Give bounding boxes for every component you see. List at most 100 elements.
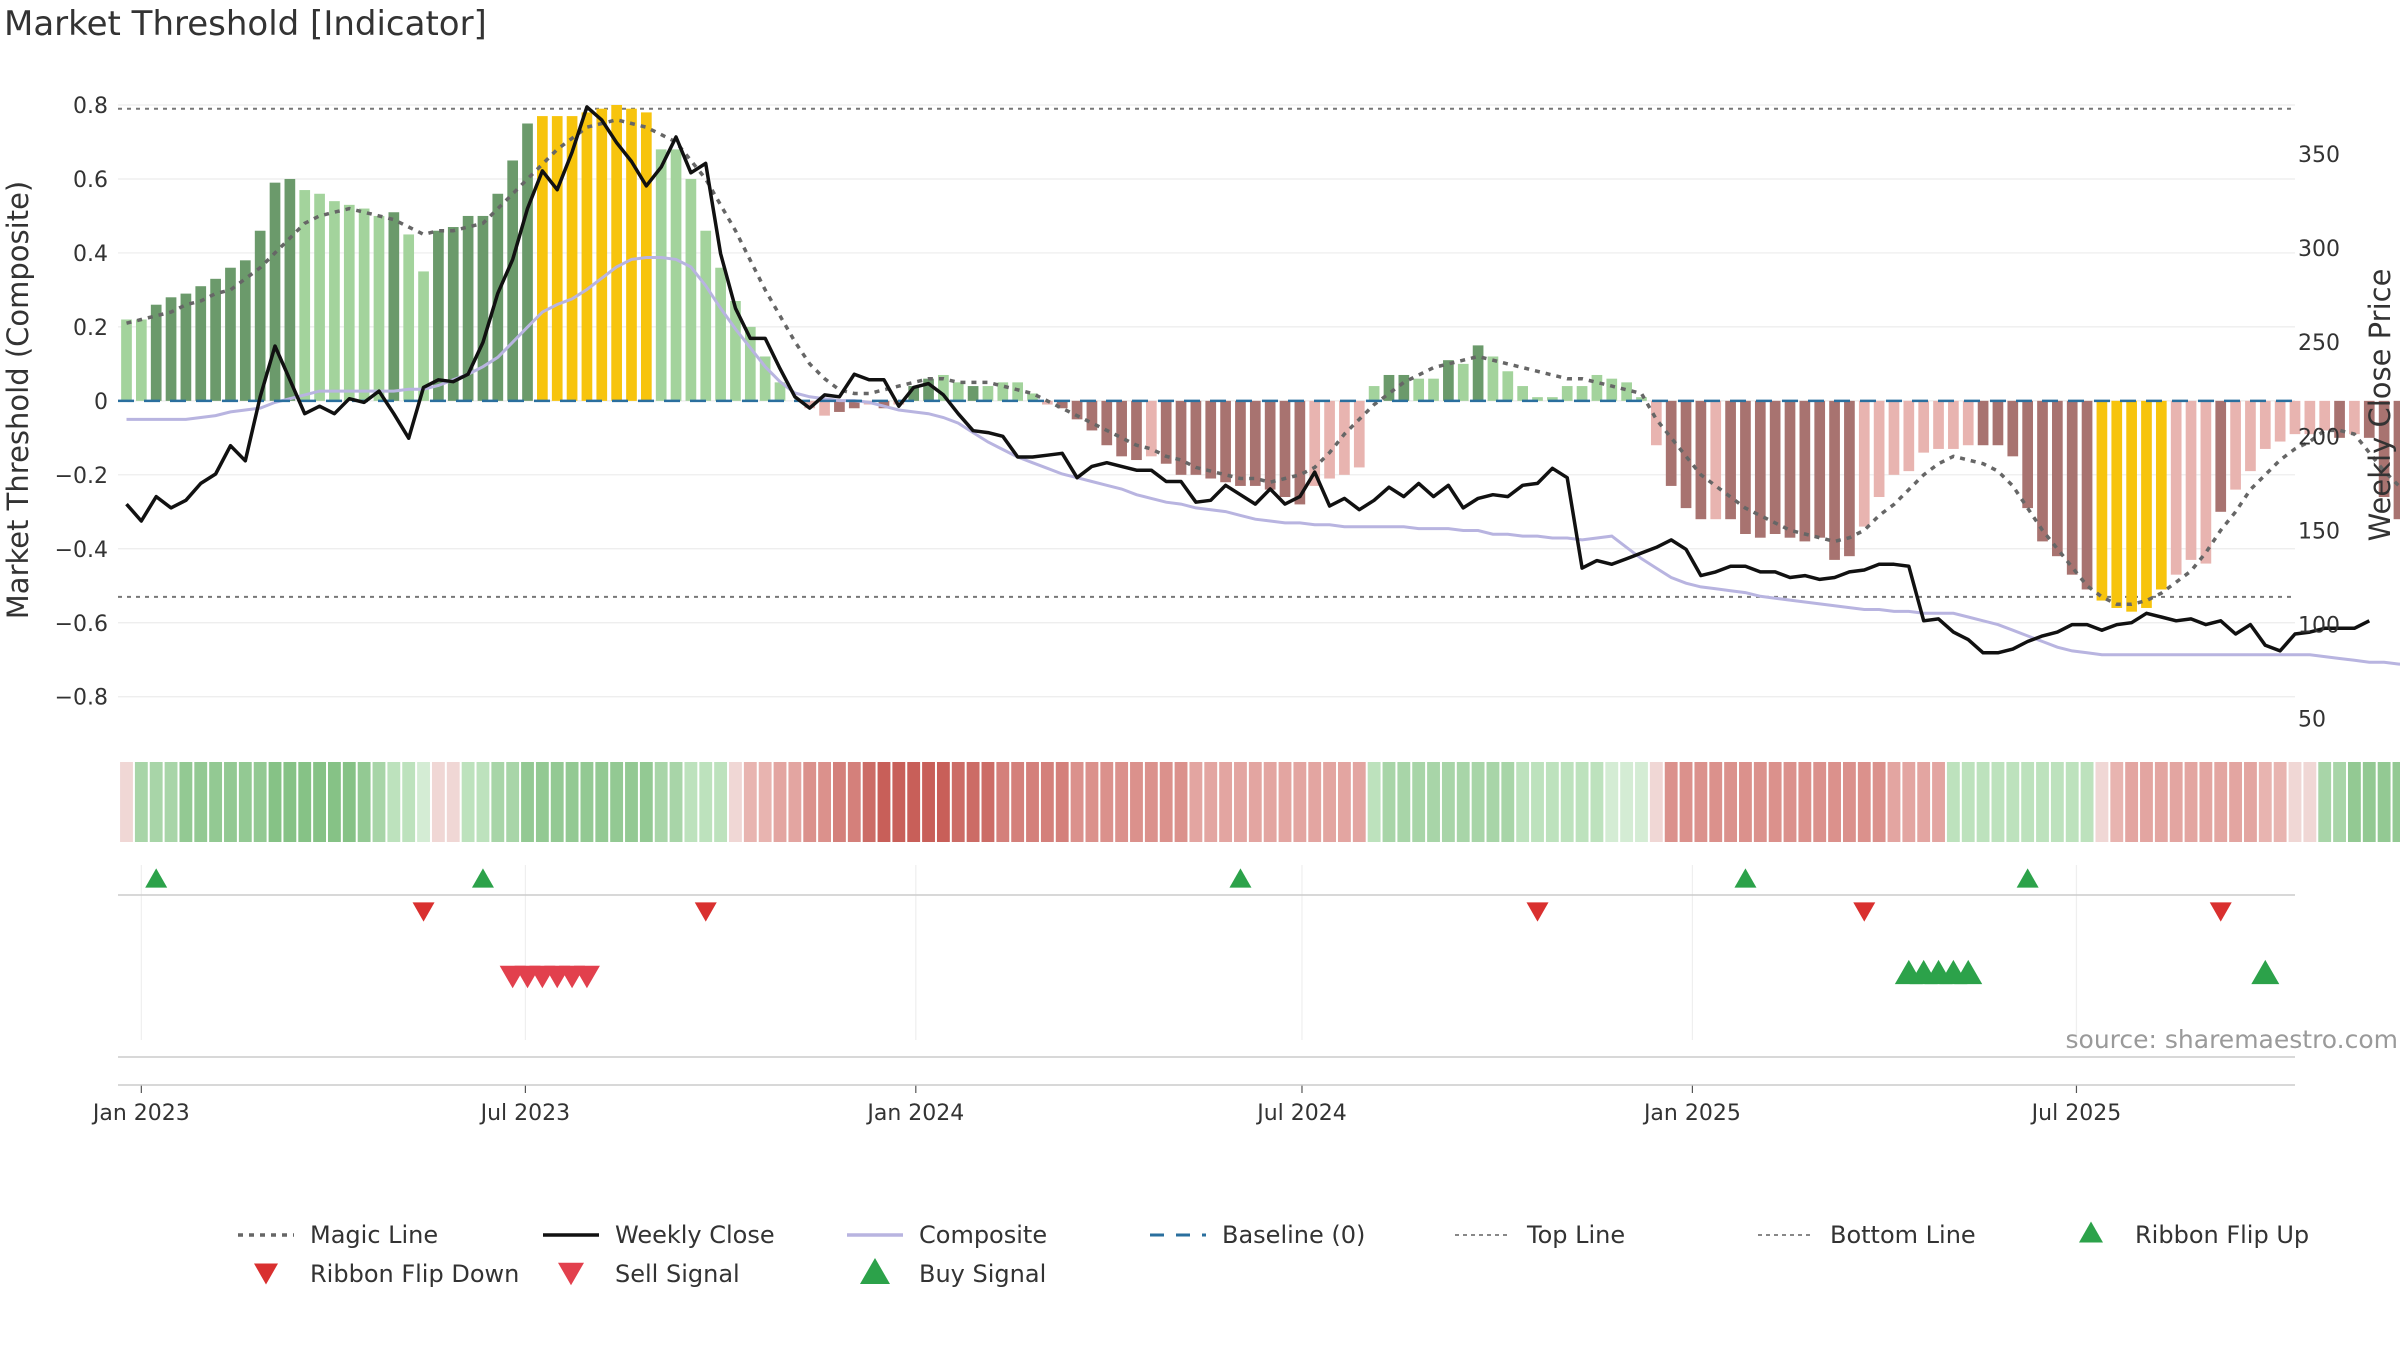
composite-bar [1858, 400, 1870, 527]
ribbon-cell [1783, 762, 1797, 842]
ribbon-cell [1248, 762, 1262, 842]
ribbon-flip-down-marker [2209, 902, 2232, 922]
composite-bar [1948, 400, 1959, 449]
ribbon-cell [2392, 762, 2400, 842]
composite-bar [2215, 400, 2227, 512]
composite-bar [1472, 345, 1484, 401]
y2-tick-label: 250 [2298, 331, 2340, 356]
ribbon-cell [669, 762, 683, 842]
ribbon-cell [431, 762, 445, 842]
x-tick-label: Jan 2025 [1642, 1101, 1741, 1126]
ribbon-cell [758, 762, 772, 842]
composite-bar [2185, 400, 2197, 560]
ribbon-flip-up-marker [471, 868, 494, 888]
composite-bar [1413, 378, 1425, 401]
composite-bar [967, 386, 979, 401]
ribbon-cell [298, 762, 312, 842]
ribbon-cell [179, 762, 193, 842]
composite-bar [2007, 400, 2019, 457]
composite-bar [2081, 400, 2093, 590]
composite-bar [1903, 400, 1915, 472]
composite-bar [1457, 363, 1469, 401]
composite-bar [1977, 400, 1989, 446]
ribbon-flip-up-marker [1734, 868, 1757, 888]
composite-bar [447, 227, 459, 401]
legend-label: Top Line [1526, 1221, 1625, 1249]
y2-tick-label: 50 [2298, 708, 2326, 733]
ribbon-cell [1679, 762, 1693, 842]
ribbon-cell [2125, 762, 2139, 842]
ribbon-flip-down-marker [412, 902, 435, 922]
composite-bar [358, 208, 370, 401]
ribbon-cell [1664, 762, 1678, 842]
legend-label: Buy Signal [919, 1260, 1046, 1288]
composite-bar [1205, 400, 1217, 479]
ribbon-cell [892, 762, 906, 842]
composite-bar [2052, 400, 2063, 557]
composite-bar [1235, 400, 1246, 486]
x-tick-label: Jul 2023 [479, 1101, 571, 1126]
buy-signal-marker [2251, 959, 2280, 985]
ribbon-cell [1991, 762, 2005, 842]
composite-bar [551, 116, 563, 401]
legend-label: Composite [919, 1221, 1047, 1249]
ribbon-cell [2214, 762, 2228, 842]
ribbon-cell [847, 762, 861, 842]
composite-bar [848, 400, 860, 409]
legend-label: Magic Line [310, 1221, 438, 1249]
ribbon-cell [1367, 762, 1381, 842]
ribbon-cell [1263, 762, 1277, 842]
ribbon-cell [1501, 762, 1515, 842]
composite-bar [1398, 374, 1410, 401]
ribbon-cell [1085, 762, 1099, 842]
ribbon-cell [1040, 762, 1054, 842]
composite-bar [774, 382, 786, 401]
composite-bar [611, 105, 622, 401]
ribbon-cell [194, 762, 208, 842]
legend-label: Baseline (0) [1222, 1221, 1365, 1249]
legend-swatch-sell [558, 1262, 584, 1286]
y2-tick-label: 200 [2298, 425, 2340, 450]
composite-bar [2066, 400, 2078, 575]
ribbon-cell [224, 762, 237, 842]
ribbon-cell [1545, 762, 1559, 842]
ribbon-cell [1620, 762, 1634, 842]
composite-bar [1086, 400, 1098, 431]
ribbon-cell [684, 762, 698, 842]
composite-bar [2230, 400, 2241, 490]
chart-title: Market Threshold [Indicator] [4, 4, 487, 44]
ribbon-cell [610, 762, 624, 842]
ribbon-cell [2050, 762, 2064, 842]
composite-bar [462, 215, 474, 401]
legend-swatch-flip-down [254, 1263, 278, 1285]
ribbon-cell [1144, 762, 1158, 842]
composite-bar [1131, 400, 1142, 461]
composite-bar [1769, 400, 1781, 534]
ribbon-cell [313, 762, 327, 842]
ribbon-cell [1308, 762, 1322, 842]
legend-swatch-buy [860, 1257, 890, 1285]
composite-bar [433, 230, 444, 401]
composite-bar [165, 297, 177, 401]
ribbon-cell [1828, 762, 1841, 842]
composite-bar [1665, 400, 1677, 486]
composite-bar [1383, 374, 1395, 401]
composite-bar [1680, 400, 1692, 509]
composite-bar [1561, 386, 1573, 401]
ribbon-cell [2318, 762, 2332, 842]
ribbon-cell [1635, 762, 1648, 842]
composite-bar [997, 382, 1009, 401]
ribbon-cell [1130, 762, 1143, 842]
signal-markers [145, 868, 2280, 1286]
composite-bar [715, 267, 726, 401]
composite-bar [1116, 400, 1127, 457]
composite-bar [1933, 400, 1944, 449]
composite-bar [522, 123, 533, 401]
composite-bar [180, 293, 192, 401]
composite-bar [626, 108, 637, 401]
composite-bar [1428, 378, 1439, 401]
ribbon-cell [654, 762, 668, 842]
ribbon-cell [372, 762, 386, 842]
ribbon-cell [2021, 762, 2035, 842]
ribbon-cell [877, 762, 891, 842]
